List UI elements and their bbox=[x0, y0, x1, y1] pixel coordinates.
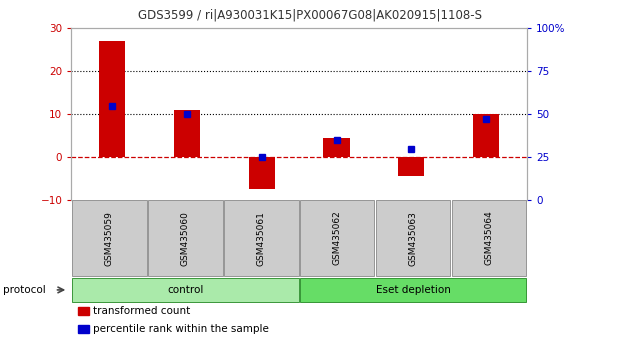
Text: Eset depletion: Eset depletion bbox=[376, 285, 451, 295]
Text: GSM435059: GSM435059 bbox=[105, 211, 114, 266]
Bar bbox=[99, 41, 125, 157]
Text: transformed count: transformed count bbox=[93, 306, 190, 316]
Text: GSM435060: GSM435060 bbox=[180, 211, 190, 266]
Text: GSM435064: GSM435064 bbox=[484, 211, 494, 266]
Text: GSM435063: GSM435063 bbox=[409, 211, 418, 266]
Text: GSM435061: GSM435061 bbox=[257, 211, 266, 266]
Text: GSM435062: GSM435062 bbox=[332, 211, 342, 266]
Bar bbox=[398, 157, 424, 176]
Bar bbox=[473, 114, 499, 157]
Bar bbox=[249, 157, 275, 189]
Bar bbox=[324, 138, 350, 157]
Text: control: control bbox=[167, 285, 203, 295]
Text: protocol: protocol bbox=[3, 285, 46, 295]
Bar bbox=[174, 110, 200, 157]
Text: GDS3599 / ri|A930031K15|PX00067G08|AK020915|1108-S: GDS3599 / ri|A930031K15|PX00067G08|AK020… bbox=[138, 9, 482, 22]
Text: percentile rank within the sample: percentile rank within the sample bbox=[93, 324, 269, 334]
